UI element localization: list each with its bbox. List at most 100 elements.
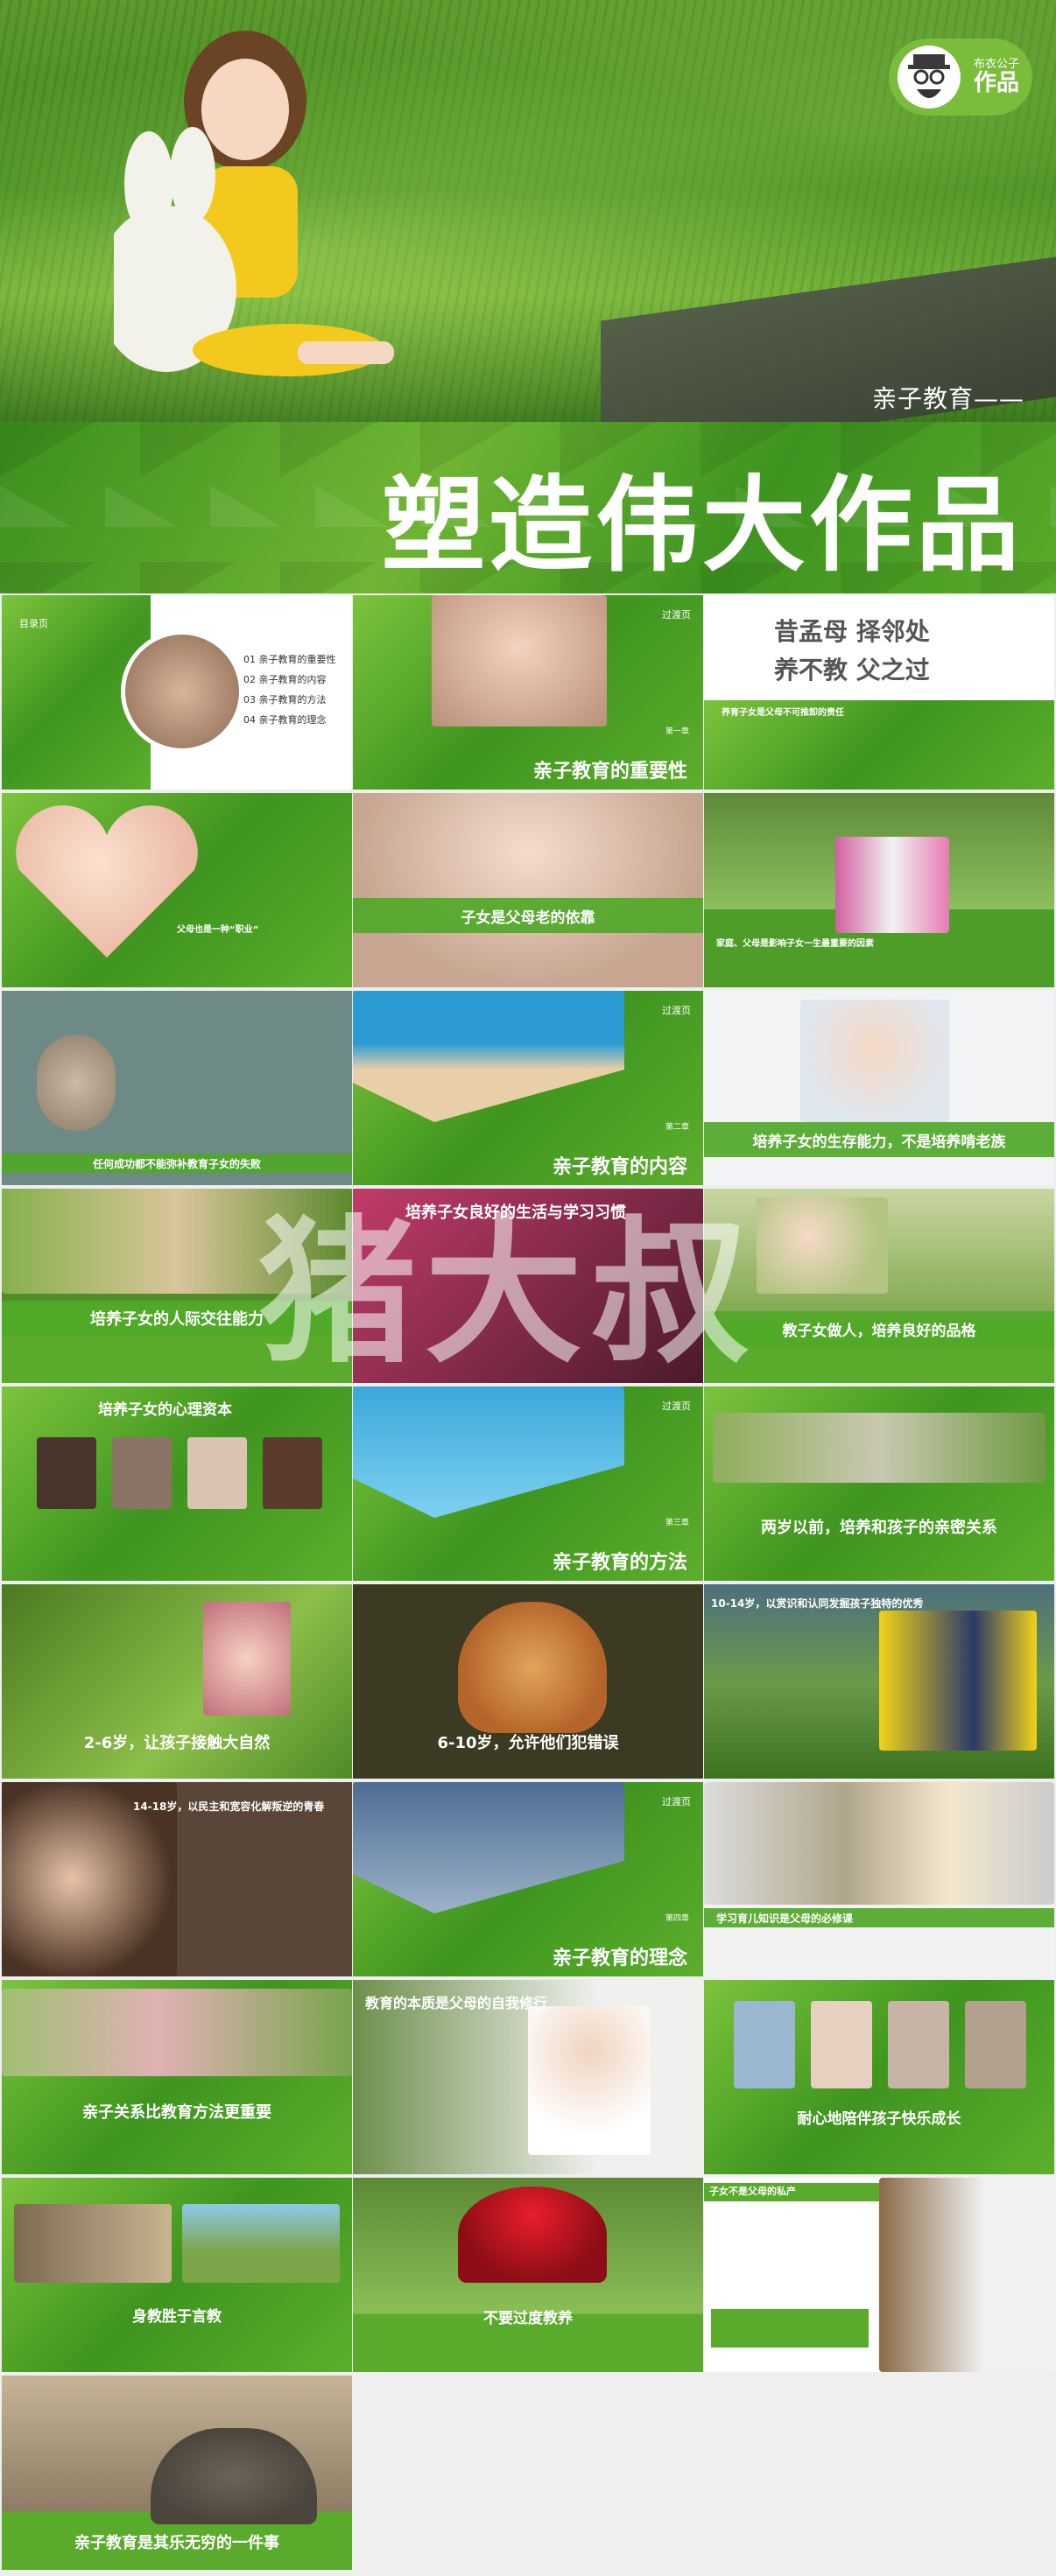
slide-caption: 亲子教育是其乐无穷的一件事 xyxy=(74,2534,279,2552)
family-outdoor-photo xyxy=(713,1413,1045,1483)
slide-success-failure[interactable]: 任何成功都不能弥补教育子女的失败 xyxy=(2,991,352,1185)
slide-subheading: 父母也是一种“职业” xyxy=(177,925,259,935)
toc-item[interactable]: 03 亲子教育的方法 xyxy=(243,694,327,706)
poem-line-2: 养不教 父之过 xyxy=(774,656,930,684)
slide-caption: 亲子教育的方法 xyxy=(552,1552,687,1574)
teddy-bear-photo xyxy=(37,1035,116,1131)
slide-parent-profession[interactable]: 父母也是一种“职业” xyxy=(2,793,352,987)
toc-item[interactable]: 02 亲子教育的内容 xyxy=(243,674,327,686)
logo-title: 作品 xyxy=(973,69,1019,96)
family-running-photo xyxy=(14,2204,172,2283)
boy-sitting-photo xyxy=(879,2178,1054,2372)
slide-caption: 耐心地陪伴孩子快乐成长 xyxy=(797,2109,961,2128)
girl-on-grass-photo xyxy=(757,1197,888,1294)
slide-toc[interactable]: 目录页 01 亲子教育的重要性 02 亲子教育的内容 03 亲子教育的方法 04… xyxy=(2,595,352,790)
family-photo xyxy=(888,2001,949,2088)
toc-item[interactable]: 01 亲子教育的重要性 xyxy=(243,654,336,665)
slide-survival-ability[interactable]: 培养子女的生存能力，不是培养啃老族 xyxy=(704,991,1054,1185)
children-playing-photo xyxy=(2,1189,352,1294)
toc-item[interactable]: 04 亲子教育的理念 xyxy=(243,714,327,726)
slide-caption: 亲子教育的理念 xyxy=(552,1948,687,1969)
slide-not-property[interactable]: 子女不是父母的私产 xyxy=(704,2178,1054,2372)
toc-header: 目录页 xyxy=(19,618,48,629)
woman-meditating-photo xyxy=(528,2006,651,2155)
slide-good-habits[interactable]: 培养子女良好的生活与学习习惯 xyxy=(353,1189,703,1383)
portrait-photo xyxy=(187,1437,247,1509)
slide-chapter-4[interactable]: 过渡页 第四章 亲子教育的理念 xyxy=(353,1782,703,1976)
slide-poem[interactable]: 昔孟母 择邻处 养不教 父之过 养育子女是父母不可推卸的责任 xyxy=(704,595,1054,790)
slide-endless-joy[interactable]: 亲子教育是其乐无穷的一件事 xyxy=(2,2376,352,2570)
kids-soccer-photo xyxy=(879,1611,1037,1751)
baby-photo xyxy=(432,595,607,726)
slide-psychological-capital[interactable]: 培养子女的心理资本 xyxy=(2,1386,352,1581)
slide-social-ability[interactable]: 培养子女的人际交往能力 xyxy=(2,1189,352,1383)
slide-patience[interactable]: 耐心地陪伴孩子快乐成长 xyxy=(704,1980,1054,2174)
bookshelf-photo xyxy=(704,1782,1054,1905)
transition-badge: 过渡页 xyxy=(662,1796,691,1807)
slide-chapter-3[interactable]: 过渡页 第三章 亲子教育的方法 xyxy=(353,1386,703,1581)
portrait-photo xyxy=(263,1437,322,1509)
slide-caption: 亲子教育的内容 xyxy=(552,1156,687,1178)
avatar-icon xyxy=(898,46,961,109)
mother-child-photo xyxy=(121,630,243,753)
park-family-photo xyxy=(2,1989,352,2076)
slide-caption: 培养子女的心理资本 xyxy=(98,1401,232,1419)
transition-badge: 过渡页 xyxy=(662,609,691,621)
family-photo xyxy=(811,2001,872,2088)
slide-parents-reliance[interactable]: 子女是父母老的依靠 xyxy=(353,793,703,987)
slide-caption: 任何成功都不能弥补教育子女的失败 xyxy=(2,1154,352,1173)
baby-eating-photo xyxy=(800,1000,949,1122)
girl-outdoor-photo xyxy=(203,1602,291,1716)
slide-caption: 子女是父母老的依靠 xyxy=(353,898,703,933)
family-photo xyxy=(835,837,949,933)
slide-caption: 子女不是父母的私产 xyxy=(704,2183,881,2201)
family-photo xyxy=(965,2001,1026,2088)
main-title: 塑造伟大作品 xyxy=(381,465,1023,586)
author-logo: 布衣公子 作品 xyxy=(889,39,1032,116)
hero-subtitle: 亲子教育—— xyxy=(871,384,1024,413)
slide-caption: 培养子女的生存能力，不是培养啃老族 xyxy=(704,1122,1054,1157)
slide-age-14-18[interactable]: 14-18岁，以民主和宽容化解叛逆的青春 xyxy=(2,1782,352,1976)
slide-caption: 14-18岁，以民主和宽容化解叛逆的青春 xyxy=(133,1800,325,1813)
slide-age-6-10[interactable]: 6-10岁，允许他们犯错误 xyxy=(353,1584,703,1779)
slide-caption: 培养子女的人际交往能力 xyxy=(2,1301,352,1336)
slide-caption: 6-10岁，允许他们犯错误 xyxy=(437,1734,619,1752)
slide-lead-by-example[interactable]: 身教胜于言教 xyxy=(2,2178,352,2372)
slide-caption: 学习育儿知识是父母的必修课 xyxy=(704,1908,1054,1927)
chapter-label: 第一章 xyxy=(665,727,689,736)
text-box xyxy=(711,2309,869,2348)
chapter-label: 第四章 xyxy=(665,1914,689,1923)
slide-chapter-2[interactable]: 过渡页 第二章 亲子教育的内容 xyxy=(353,991,703,1185)
slide-no-overparenting[interactable]: 不要过度教养 xyxy=(353,2178,703,2372)
hero-banner: 布衣公子 作品 亲子教育—— xyxy=(0,0,1056,422)
slide-caption: 教子女做人，培养良好的品格 xyxy=(704,1311,1054,1346)
father-son-golf-photo xyxy=(182,2204,340,2283)
elephants-photo xyxy=(151,2428,317,2524)
slide-self-cultivation[interactable]: 教育的本质是父母的自我修行 xyxy=(353,1980,703,2174)
portrait-photo xyxy=(37,1437,96,1509)
slide-caption: 两岁以前，培养和孩子的亲密关系 xyxy=(761,1519,997,1537)
chapter-label: 第三章 xyxy=(665,1519,689,1527)
slide-subheading: 养育子女是父母不可推卸的责任 xyxy=(722,708,844,718)
transition-badge: 过渡页 xyxy=(662,1400,691,1412)
slide-family-influence[interactable]: 家庭、父母是影响子女一生最重要的因素 xyxy=(704,793,1054,987)
slide-age-2-6[interactable]: 2-6岁，让孩子接触大自然 xyxy=(2,1584,352,1779)
title-band: 塑造伟大作品 xyxy=(0,422,1056,593)
slide-chapter-1[interactable]: 过渡页 第一章 亲子教育的重要性 xyxy=(353,595,703,790)
red-umbrella-photo xyxy=(458,2186,607,2283)
family-photo xyxy=(734,2001,795,2088)
slide-caption: 身教胜于言教 xyxy=(132,2307,222,2326)
slide-character[interactable]: 教子女做人，培养良好的品格 xyxy=(704,1189,1054,1383)
slide-parenting-knowledge[interactable]: 学习育儿知识是父母的必修课 xyxy=(704,1782,1054,1976)
slide-caption: 教育的本质是父母的自我修行 xyxy=(365,1995,548,2011)
slide-caption: 10-14岁，以赏识和认同发掘孩子独特的优秀 xyxy=(711,1597,924,1610)
slide-caption: 亲子关系比教育方法更重要 xyxy=(82,2103,271,2122)
girl-with-bunny-illustration xyxy=(114,31,394,376)
slide-subheading: 家庭、父母是影响子女一生最重要的因素 xyxy=(716,939,874,949)
toc-list: 01 亲子教育的重要性 02 亲子教育的内容 03 亲子教育的方法 04 亲子教… xyxy=(243,649,336,730)
slide-age-10-14[interactable]: 10-14岁，以赏识和认同发掘孩子独特的优秀 xyxy=(704,1584,1054,1779)
slide-under-two[interactable]: 两岁以前，培养和孩子的亲密关系 xyxy=(704,1386,1054,1581)
slide-caption: 亲子教育的重要性 xyxy=(532,761,687,783)
portrait-photo xyxy=(112,1437,172,1509)
slide-relationship-first[interactable]: 亲子关系比教育方法更重要 xyxy=(2,1980,352,2174)
